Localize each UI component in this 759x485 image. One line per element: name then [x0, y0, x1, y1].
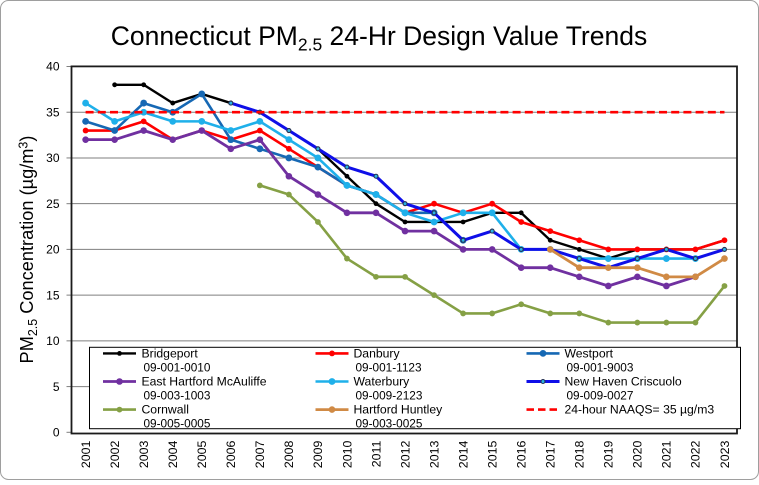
svg-text:Danbury: Danbury [354, 346, 401, 360]
svg-text:09-001-1123: 09-001-1123 [356, 360, 422, 374]
svg-text:25: 25 [46, 197, 60, 211]
svg-text:Cornwall: Cornwall [142, 403, 189, 417]
svg-text:30: 30 [46, 151, 60, 165]
svg-text:2014: 2014 [456, 441, 470, 469]
svg-text:PM2.5 Concentration (µg/m3): PM2.5 Concentration (µg/m3) [17, 136, 40, 364]
svg-text:09-003-1003: 09-003-1003 [144, 389, 211, 403]
svg-text:2018: 2018 [573, 441, 587, 469]
svg-text:2011: 2011 [369, 441, 383, 468]
svg-text:2021: 2021 [660, 441, 674, 469]
svg-text:2001: 2001 [79, 441, 93, 469]
svg-text:09-001-0010: 09-001-0010 [144, 360, 211, 374]
svg-text:20: 20 [46, 243, 60, 257]
svg-text:2008: 2008 [282, 441, 296, 469]
svg-text:10: 10 [46, 334, 60, 348]
svg-text:2019: 2019 [602, 441, 616, 469]
svg-text:Connecticut PM2.5 24-Hr Design: Connecticut PM2.5 24-Hr Design Value Tre… [111, 21, 647, 55]
svg-text:2005: 2005 [195, 441, 209, 469]
svg-text:09-009-0027: 09-009-0027 [567, 389, 634, 403]
svg-text:2015: 2015 [485, 441, 499, 469]
svg-text:2012: 2012 [398, 441, 412, 469]
svg-text:15: 15 [46, 288, 60, 302]
svg-text:2017: 2017 [544, 441, 558, 469]
svg-text:40: 40 [46, 60, 60, 74]
svg-text:2007: 2007 [253, 441, 267, 469]
svg-text:09-009-2123: 09-009-2123 [356, 389, 423, 403]
svg-text:09-003-0025: 09-003-0025 [356, 417, 423, 431]
svg-text:2004: 2004 [166, 441, 180, 469]
svg-text:Hartford Huntley: Hartford Huntley [354, 403, 444, 417]
svg-text:2003: 2003 [137, 441, 151, 469]
svg-text:2020: 2020 [631, 441, 645, 469]
svg-text:5: 5 [53, 380, 60, 394]
svg-text:2006: 2006 [224, 441, 238, 469]
svg-text:2016: 2016 [515, 441, 529, 469]
svg-text:0: 0 [53, 426, 60, 440]
svg-text:09-001-9003: 09-001-9003 [567, 360, 634, 374]
svg-text:2009: 2009 [311, 441, 325, 469]
svg-text:24-hour NAAQS= 35 µg/m3: 24-hour NAAQS= 35 µg/m3 [565, 403, 715, 417]
svg-text:Waterbury: Waterbury [354, 375, 411, 389]
svg-text:East Hartford McAuliffe: East Hartford McAuliffe [142, 375, 267, 389]
svg-text:2023: 2023 [718, 441, 732, 469]
svg-text:New Haven Criscuolo: New Haven Criscuolo [565, 375, 682, 389]
svg-text:Bridgeport: Bridgeport [142, 346, 199, 360]
svg-text:2022: 2022 [689, 441, 703, 469]
svg-text:2013: 2013 [427, 441, 441, 469]
svg-text:09-005-0005: 09-005-0005 [144, 417, 211, 431]
svg-text:35: 35 [46, 105, 60, 119]
svg-text:Westport: Westport [565, 346, 614, 360]
svg-text:2002: 2002 [108, 441, 122, 469]
svg-text:2010: 2010 [340, 441, 354, 469]
